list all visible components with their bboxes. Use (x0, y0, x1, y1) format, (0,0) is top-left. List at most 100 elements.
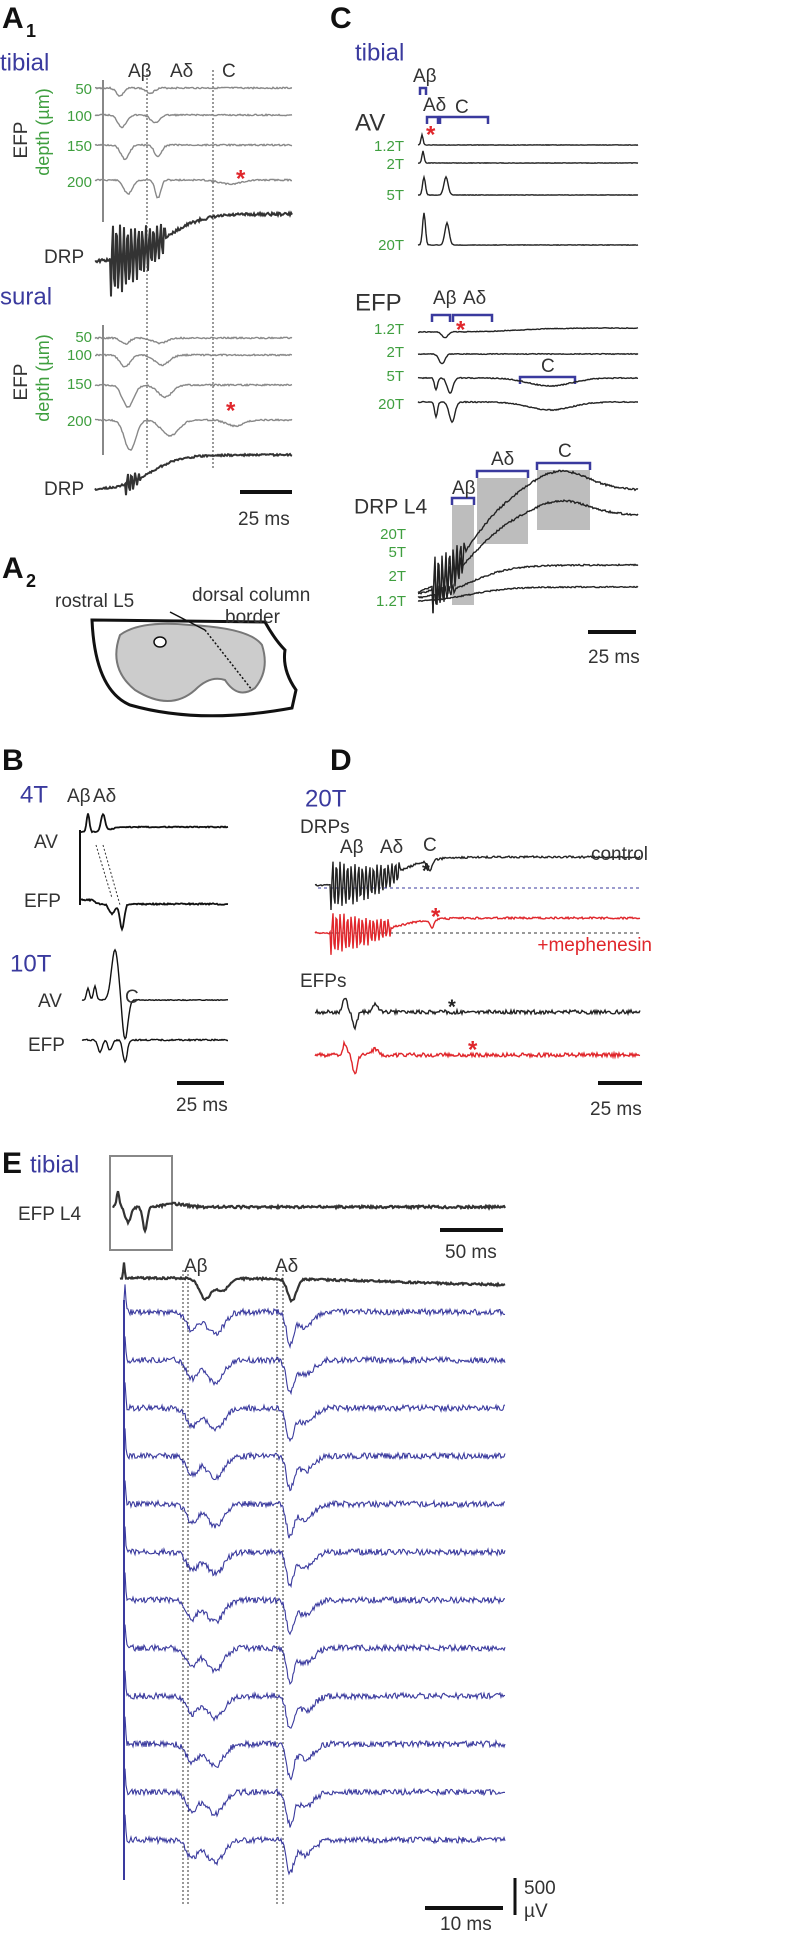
trace (94, 178, 293, 199)
panel-label: D (330, 744, 352, 777)
component-label: Aδ (170, 61, 193, 82)
trace (123, 1572, 506, 1636)
asterisk: * (456, 316, 466, 343)
intensity-label: 20T (380, 526, 406, 543)
scale-label: 25 ms (238, 509, 290, 530)
panel-label-sub: 1 (26, 21, 36, 41)
trace (123, 1768, 506, 1828)
panel-label: C (330, 2, 352, 35)
trace-label: EFP (28, 1035, 65, 1056)
section-title: 10T (10, 950, 52, 977)
trace-label: AV (38, 991, 62, 1012)
trace (94, 452, 293, 496)
depth-value: 100 (67, 347, 92, 364)
panel-label: A (2, 2, 24, 35)
trace-label: DRP L4 (354, 496, 427, 519)
component-label: Aδ (93, 786, 116, 807)
asterisk: * (426, 121, 436, 148)
scale-label: µV (524, 1901, 548, 1922)
section-title: tibial (0, 49, 49, 76)
drp-label: DRP (44, 247, 84, 268)
trace (94, 336, 293, 346)
depth-value: 200 (67, 413, 92, 430)
pointer-line (169, 611, 206, 631)
trace (417, 212, 639, 246)
trace (417, 563, 639, 605)
component-label: C (455, 97, 469, 118)
trace (123, 1526, 506, 1589)
trace (112, 1190, 506, 1234)
trace (314, 997, 641, 1031)
trace (417, 326, 639, 339)
trace-label: EFP (24, 891, 61, 912)
trace (123, 1428, 506, 1492)
component-label: C (558, 441, 572, 462)
trace (119, 1262, 506, 1304)
component-label: Aδ (423, 95, 446, 116)
trace-label: EFPs (300, 971, 346, 992)
scale-label: 25 ms (176, 1095, 228, 1116)
trace (123, 1814, 506, 1876)
trace (123, 1284, 506, 1350)
scale-label: 10 ms (440, 1914, 492, 1934)
annotation: dorsal column (192, 585, 310, 606)
trace (417, 132, 639, 146)
intensity-label: 5T (386, 187, 404, 204)
intensity-label: 20T (378, 396, 404, 413)
component-label: Aβ (128, 61, 152, 82)
trace (417, 352, 639, 365)
trace (123, 1480, 506, 1539)
condition-label: +mephenesin (537, 935, 652, 956)
asterisk: * (422, 860, 430, 882)
trace (79, 812, 229, 834)
depth-value: 200 (67, 174, 92, 191)
drp-label: DRP (44, 479, 84, 500)
trace-label: AV (355, 109, 385, 136)
trace-label: EFP L4 (18, 1204, 81, 1225)
section-title: tibial (355, 39, 404, 66)
efp-label: EFP (11, 364, 32, 401)
trace (314, 1039, 641, 1075)
annotation: border (225, 607, 281, 628)
intensity-label: 5T (388, 544, 406, 561)
trace-label: DRPs (300, 817, 350, 838)
depth-label: depth (µm) (33, 88, 53, 175)
scale-label: 25 ms (588, 647, 640, 668)
trace (80, 897, 229, 932)
trace (123, 1382, 506, 1443)
asterisk: * (236, 165, 246, 192)
asterisk: * (431, 903, 441, 930)
section-title: sural (0, 283, 52, 310)
trace (123, 1624, 506, 1686)
component-label: Aδ (275, 1256, 298, 1277)
trace (417, 174, 639, 196)
depth-value: 50 (75, 81, 92, 98)
component-label: Aδ (380, 837, 403, 858)
component-label: Aβ (452, 478, 476, 499)
depth-label: depth (µm) (33, 334, 53, 421)
trace (94, 383, 293, 409)
asterisk: * (448, 996, 456, 1018)
condition-label: control (591, 844, 648, 865)
panel-label: B (2, 744, 24, 777)
panel-label: A (2, 552, 24, 585)
component-label: Aβ (433, 288, 457, 309)
component-label: C (423, 835, 437, 856)
component-label: Aβ (184, 1256, 208, 1277)
intensity-label: 20T (378, 237, 404, 254)
layout-shapes (79, 70, 642, 1915)
intensity-label: 2T (388, 568, 406, 585)
trace (94, 418, 293, 451)
intensity-label: 2T (386, 156, 404, 173)
trace-label: EFP (355, 289, 402, 316)
depth-value: 50 (75, 329, 92, 346)
component-label: Aδ (463, 288, 486, 309)
section-title: 20T (305, 785, 347, 812)
asterisk: * (226, 397, 236, 424)
trace (123, 1336, 506, 1396)
dotted-line (95, 844, 113, 899)
asterisk: * (468, 1036, 478, 1063)
trace (81, 948, 229, 1041)
panel-label-sub: 2 (26, 571, 36, 591)
trace (314, 913, 641, 955)
